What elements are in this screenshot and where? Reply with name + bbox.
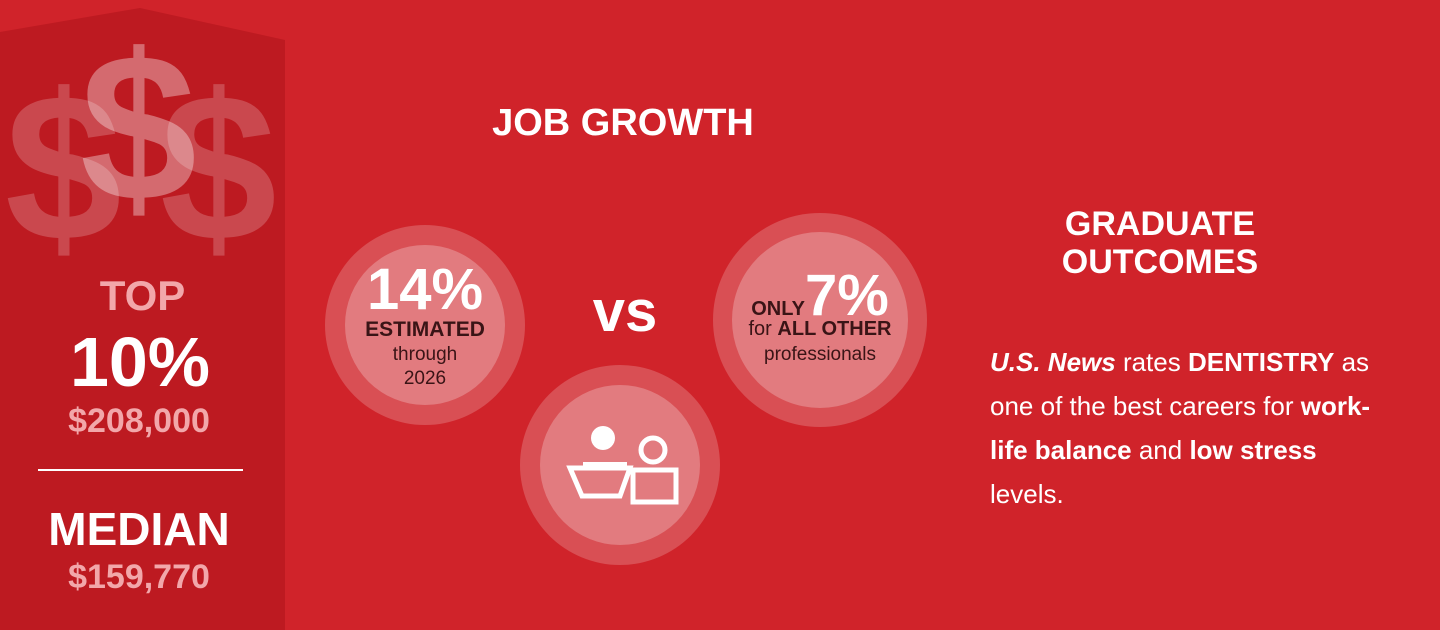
emph: low stress <box>1189 435 1317 465</box>
top-label: TOP <box>99 272 186 319</box>
dollar: $ <box>160 50 277 285</box>
outcomes-text: U.S. News rates DENTISTRY as one of the … <box>990 340 1390 516</box>
others-for: for <box>748 318 772 340</box>
dollar: $ <box>80 10 197 245</box>
others-value: 7% <box>804 263 889 328</box>
text: levels. <box>990 435 1324 509</box>
outcomes-title: GRADUATE OUTCOMES <box>1000 205 1320 281</box>
text: rates <box>1115 347 1188 377</box>
median-label: MEDIAN <box>48 503 230 555</box>
dentistry-line: through <box>392 344 458 365</box>
dentistry-growth: 14% <box>366 257 484 322</box>
top-amount: $208,000 <box>68 402 210 440</box>
others-line: for ALL OTHER <box>712 318 928 341</box>
dentistry-line: 2026 <box>403 368 447 389</box>
only: ONLY <box>751 298 805 320</box>
circle-outer <box>325 225 525 425</box>
others-growth: ONLY7% <box>712 262 928 329</box>
others-emph: ALL OTHER <box>777 318 892 340</box>
circle-outer <box>713 213 927 427</box>
job-growth-title: JOB GROWTH <box>492 102 754 144</box>
source: U.S. News <box>990 347 1116 377</box>
median-amount: $159,770 <box>68 558 210 596</box>
others-line: professionals <box>764 344 876 365</box>
text: as one of the best careers for <box>990 347 1377 421</box>
dentist-icon <box>566 426 679 505</box>
circle-inner <box>732 232 908 408</box>
emph: DENTISTRY <box>1187 347 1335 377</box>
circle-inner <box>345 245 505 405</box>
text: and <box>1131 435 1190 465</box>
title-line: GRADUATE <box>1064 205 1256 243</box>
dentistry-label: ESTIMATED <box>365 318 485 341</box>
dollar-icons: $ $ $ <box>5 10 277 285</box>
vs: vs <box>592 279 658 344</box>
emph: work-life balance <box>990 391 1371 465</box>
dollar: $ <box>5 50 122 285</box>
title-line: OUTCOMES <box>1061 243 1259 281</box>
salary-panel <box>0 8 285 630</box>
top-value: 10% <box>69 323 211 401</box>
